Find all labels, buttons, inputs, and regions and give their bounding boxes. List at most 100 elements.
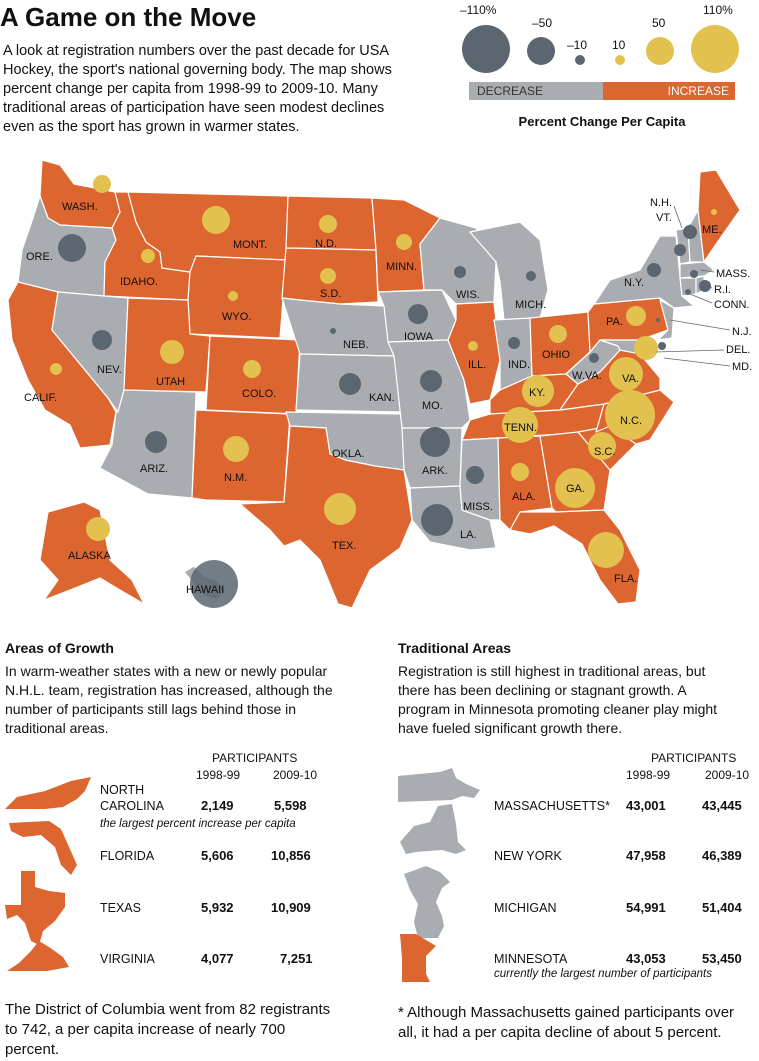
state-alaska[interactable] [39, 501, 145, 605]
growth-row-2-name: FLORIDA [100, 849, 155, 863]
label-kan: KAN. [369, 392, 395, 404]
label-va: VA. [622, 373, 639, 385]
label-ky: KY. [529, 387, 545, 399]
label-ohio: OHIO [542, 349, 571, 361]
label-ariz: ARIZ. [140, 463, 168, 475]
label-sd: S.D. [320, 288, 341, 300]
growth-row-1-v2: 5,598 [274, 798, 307, 813]
growth-row-3-v2: 10,909 [271, 900, 311, 915]
bubble-idaho [141, 249, 155, 263]
tex-shape [5, 871, 65, 945]
bubble-tenn [502, 407, 538, 443]
bubble-mass [690, 270, 698, 278]
traditional-row-4-v2: 53,450 [702, 951, 742, 966]
state-neb[interactable] [281, 297, 395, 357]
traditional-row-4-v1: 43,053 [626, 951, 666, 966]
legend-bar: DECREASE INCREASE [469, 82, 735, 100]
label-ga: GA. [566, 483, 585, 495]
traditional-row-1-v2: 43,445 [702, 798, 742, 813]
traditional-row-2-v2: 46,389 [702, 848, 742, 863]
growth-row-4-v2: 7,251 [280, 951, 313, 966]
bubble-wis [454, 266, 466, 278]
legend-value: –110% [460, 3, 497, 17]
label-mont: MONT. [233, 239, 267, 251]
legend-value: 110% [703, 3, 733, 17]
traditional-participants-label: PARTICIPANTS [651, 751, 737, 765]
bubble-ky [522, 375, 554, 407]
bubble-ohio [549, 325, 567, 343]
bubble-pa [626, 306, 646, 326]
bubble-ny [647, 263, 661, 277]
bubble-nh [674, 244, 686, 256]
growth-row-1-name: NORTH CAROLINA [100, 783, 164, 813]
growth-row-3-v1: 5,932 [201, 900, 234, 915]
label-idaho: IDAHO. [120, 276, 158, 288]
label-ala: ALA. [512, 491, 536, 503]
label-alaska: ALASKA [68, 550, 111, 562]
legend-bubble-inc-110 [691, 25, 739, 73]
bubble-nm [223, 436, 249, 462]
bubble-alaska [86, 517, 110, 541]
intro-text: A look at registration numbers over the … [3, 43, 392, 135]
label-hawaii: HAWAII [186, 584, 224, 596]
label-ind: IND. [508, 359, 530, 371]
label-wyo: WYO. [222, 311, 251, 323]
label-nc: N.C. [620, 415, 642, 427]
bubble-ark [420, 427, 450, 457]
traditional-footnote: * Although Massachusetts gained particip… [398, 1004, 735, 1041]
bubble-sd [320, 268, 336, 284]
label-wis: WIS. [456, 289, 480, 301]
label-ny: N.Y. [624, 277, 644, 289]
traditional-row-4-note: currently the largest number of particip… [494, 968, 712, 980]
traditional-row-2-v1: 47,958 [626, 848, 666, 863]
growth-row-4-v1: 4,077 [201, 951, 234, 966]
label-iowa: IOWA [404, 331, 434, 343]
bubble-ill [468, 341, 478, 351]
growth-participants-label: PARTICIPANTS [212, 751, 298, 765]
label-pa: PA. [606, 316, 623, 328]
bubble-fla [588, 532, 624, 568]
bubble-ala [511, 463, 529, 481]
page-title: A Game on the Move [0, 2, 257, 32]
state-me[interactable] [697, 169, 741, 263]
label-la: LA. [460, 529, 477, 541]
bubble-la [421, 504, 453, 536]
label-md: MD. [732, 361, 752, 373]
legend-bubble-inc-10 [615, 55, 625, 65]
traditional-row-1-name: MASSACHUSETTS* [494, 799, 610, 813]
label-me: ME. [702, 224, 722, 236]
state-wash[interactable] [39, 159, 121, 229]
us-map: WASH. ORE. CALIF. IDAHO. NEV. MONT. WYO.… [7, 159, 752, 609]
label-nm: N.M. [224, 472, 247, 484]
bubble-colo [243, 360, 261, 378]
legend-caption: Percent Change Per Capita [518, 114, 686, 129]
label-ill: ILL. [468, 359, 486, 371]
state-ny[interactable] [593, 235, 695, 309]
ny-shape [400, 804, 466, 854]
traditional-row-3-v1: 54,991 [626, 900, 666, 915]
va-shape [7, 941, 69, 971]
label-ri: R.I. [714, 284, 731, 296]
growth-heading: Areas of Growth [5, 640, 114, 656]
bubble-nd [319, 215, 337, 233]
legend-bubble-dec-10 [575, 55, 585, 65]
label-mass: MASS. [716, 268, 750, 280]
legend-value: –10 [567, 38, 588, 52]
nc-shape [5, 777, 91, 809]
state-mass[interactable] [679, 261, 715, 279]
state-tex[interactable] [239, 425, 413, 609]
label-minn: MINN. [386, 261, 417, 273]
traditional-row-2-name: NEW YORK [494, 849, 562, 863]
bubble-mich [526, 271, 536, 281]
legend-value: –50 [532, 16, 553, 30]
bubble-ore [58, 234, 86, 262]
bubble-sc [588, 432, 616, 460]
label-wash: WASH. [62, 201, 98, 213]
label-colo: COLO. [242, 388, 276, 400]
label-ark: ARK. [422, 465, 448, 477]
growth-col-1998: 1998-99 [196, 768, 241, 782]
minn-shape [400, 934, 436, 982]
label-nev: NEV. [97, 364, 122, 376]
label-okla: OKLA. [332, 448, 364, 460]
label-nd: N.D. [315, 238, 337, 250]
